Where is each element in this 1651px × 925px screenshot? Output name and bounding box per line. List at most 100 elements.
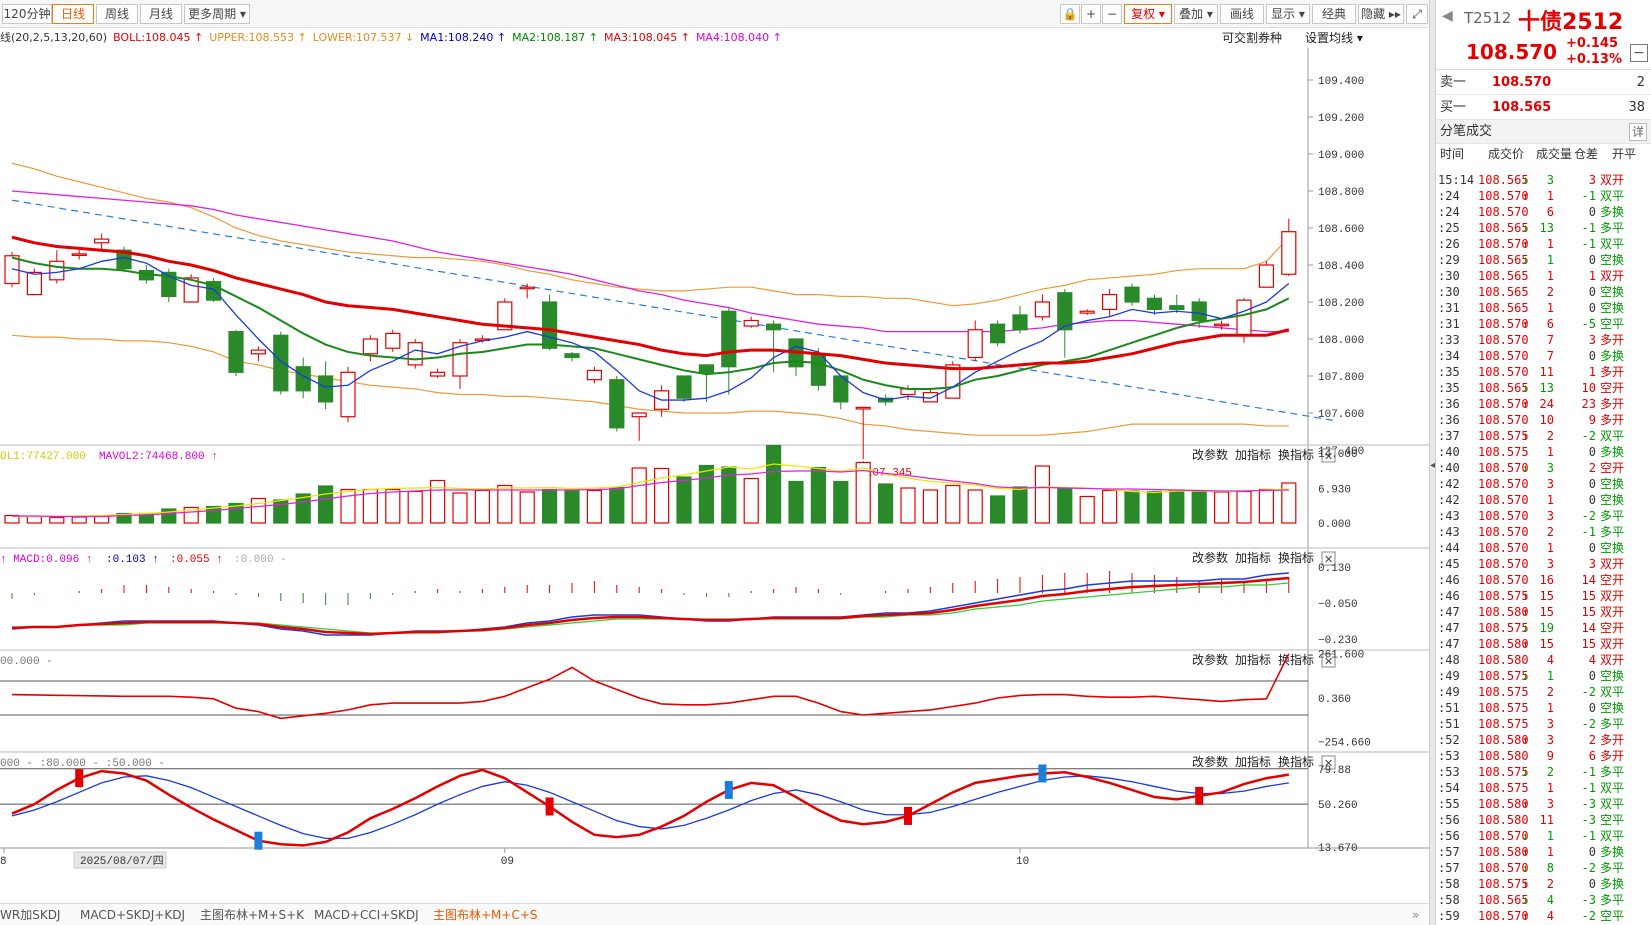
macd-panel-close-icon[interactable] bbox=[1321, 551, 1336, 566]
cci-panel-add-indicator-button[interactable]: 加指标 bbox=[1235, 652, 1271, 667]
lock-icon[interactable]: 🔒 bbox=[1060, 4, 1080, 24]
macd-panel-close-glyph[interactable]: ✕ bbox=[1324, 553, 1333, 566]
tab-boll-m-c-s[interactable]: 主图布林+M+C+S bbox=[433, 908, 538, 922]
trade-open-close: 双平 bbox=[1600, 189, 1625, 203]
trade-arrow: ↓ bbox=[1522, 893, 1530, 907]
trade-row: :42 108.570 3 0 空换 bbox=[1436, 476, 1651, 492]
period-daily-button[interactable]: 日线 bbox=[52, 4, 94, 24]
ma-settings-dropdown[interactable]: 设置均线 ▾ bbox=[1305, 31, 1363, 45]
kdj-panel-edit-params-button[interactable]: 改参数 bbox=[1192, 754, 1228, 769]
volume-bar bbox=[340, 488, 356, 524]
chart-area[interactable]: 109.400 109.200 109.000 108.800 108.600 108.4… bbox=[0, 48, 1429, 903]
kdj-panel-add-indicator-button[interactable]: 加指标 bbox=[1235, 754, 1271, 769]
kdj-panel-label-0: 000 - :80.000 - :50.000 - bbox=[0, 758, 165, 770]
cci-panel-edit-params-button[interactable]: 改参数 bbox=[1192, 652, 1228, 667]
trade-price: 108.570 bbox=[1478, 349, 1529, 363]
tab-boll-m-s-k[interactable]: 主图布林+M+S+K bbox=[200, 908, 305, 922]
draw-line-button[interactable]: 画线 bbox=[1220, 4, 1264, 24]
macd-panel-switch-indicator-button[interactable]: 换指标 bbox=[1278, 550, 1314, 565]
trade-volume: 4 bbox=[1546, 653, 1554, 667]
prev-instrument-icon[interactable]: ◀ bbox=[1442, 8, 1453, 24]
classic-button[interactable]: 经典 bbox=[1312, 4, 1356, 24]
trade-arrow: ↑ bbox=[1522, 317, 1530, 331]
trade-row: :49 108.575 ↓ 1 0 空换 bbox=[1436, 668, 1651, 684]
overlay-dropdown[interactable]: 叠加 ▾ bbox=[1174, 4, 1218, 24]
trade-price: 108.580 bbox=[1478, 653, 1529, 667]
trade-open-close: 双开 bbox=[1600, 269, 1625, 283]
trade-price: 108.570 bbox=[1478, 477, 1529, 491]
trade-oi-change: -1 bbox=[1581, 189, 1596, 203]
price-axis-label: 108.400 bbox=[1318, 261, 1364, 273]
trade-open-close: 多开 bbox=[1600, 397, 1625, 411]
date-cursor-box bbox=[73, 851, 167, 869]
vol-panel-add-indicator-button[interactable]: 加指标 bbox=[1235, 447, 1271, 462]
trade-row: :36 108.570 10 9 多开 bbox=[1436, 412, 1651, 428]
vol-panel-close-glyph[interactable]: ✕ bbox=[1324, 450, 1333, 463]
volume-bar bbox=[497, 484, 513, 524]
detail-button[interactable]: 详 bbox=[1628, 123, 1647, 141]
trade-time: :34 bbox=[1438, 349, 1460, 363]
minimize-icon[interactable]: − bbox=[1630, 44, 1648, 62]
kdj-signal-marker bbox=[1038, 764, 1047, 783]
vol-panel-switch-indicator-button[interactable]: 换指标 bbox=[1278, 447, 1314, 462]
trade-open-close: 空换 bbox=[1600, 701, 1625, 715]
candle-body bbox=[228, 331, 244, 373]
tab-macd-cci-skdj[interactable]: MACD+CCI+SKDJ bbox=[314, 908, 419, 922]
macd-panel-edit-params-button[interactable]: 改参数 bbox=[1192, 550, 1228, 565]
trade-time: :57 bbox=[1438, 861, 1460, 875]
kdj-panel-close-glyph[interactable]: ✕ bbox=[1324, 757, 1333, 770]
tab-macd-skdj-kdj[interactable]: MACD+SKDJ+KDJ bbox=[80, 908, 185, 922]
volume-bar bbox=[474, 489, 490, 524]
display-dropdown[interactable]: 显示 ▾ bbox=[1266, 4, 1310, 24]
zoom-out-icon[interactable]: − bbox=[1102, 4, 1122, 24]
trade-open-close: 空换 bbox=[1600, 285, 1625, 299]
trade-row: :36 108.570 ↑ 24 23 多开 bbox=[1436, 396, 1651, 412]
zoom-in-icon[interactable]: + bbox=[1081, 4, 1101, 24]
vol-panel-close-icon[interactable] bbox=[1321, 448, 1336, 463]
trade-price: 108.575 bbox=[1478, 445, 1529, 459]
macd-panel-label-2: :0.055 ↑ bbox=[170, 554, 223, 566]
collapse-arrow-icon[interactable]: ◂ bbox=[1430, 460, 1436, 471]
period-weekly-button[interactable]: 周线 bbox=[96, 4, 138, 24]
main-indicator-0: 线(20,2,5,13,20,60) bbox=[0, 31, 108, 44]
period-monthly-button[interactable]: 月线 bbox=[140, 4, 182, 24]
trade-volume: 4 bbox=[1546, 909, 1554, 923]
price-change: +0.145 bbox=[1566, 36, 1619, 51]
tab-wr-skdj[interactable]: WR加SKDJ bbox=[0, 908, 61, 922]
more-periods-dropdown[interactable]: 更多周期 ▾ bbox=[184, 4, 250, 24]
trades-list[interactable]: 15:14 108.565 ↓ 3 3 双开:24 108.570 ↑ 1 -1 双平:24 108.… bbox=[1436, 172, 1651, 924]
cci-panel-close-icon[interactable] bbox=[1321, 653, 1336, 668]
deliverable-bonds-button[interactable]: 可交割券种 bbox=[1222, 31, 1283, 45]
trade-open-close: 双开 bbox=[1600, 637, 1625, 651]
cci-axis-label: 0.360 bbox=[1318, 694, 1351, 706]
period-120min-button[interactable]: 120分钟 bbox=[2, 4, 52, 24]
trade-price: 108.580 bbox=[1478, 605, 1529, 619]
trades-title: 分笔成交 bbox=[1440, 124, 1493, 139]
trade-row: :59 108.570 ↑ 4 -2 空平 bbox=[1436, 908, 1651, 924]
kdj-panel-close-icon[interactable] bbox=[1321, 755, 1336, 770]
kdj-panel-switch-indicator-button[interactable]: 换指标 bbox=[1278, 754, 1314, 769]
trade-open-close: 双平 bbox=[1600, 797, 1625, 811]
candle-body bbox=[49, 260, 65, 281]
vol-panel-edit-params-button[interactable]: 改参数 bbox=[1192, 447, 1228, 462]
macd-panel-add-indicator-button[interactable]: 加指标 bbox=[1235, 550, 1271, 565]
trade-row: :30 108.565 1 1 双开 bbox=[1436, 268, 1651, 284]
adjust-dropdown[interactable]: 复权 ▾ bbox=[1124, 4, 1172, 24]
trade-oi-change: 0 bbox=[1588, 205, 1596, 219]
scroll-right-icon[interactable]: » bbox=[1412, 908, 1420, 922]
trade-time: :45 bbox=[1438, 557, 1460, 571]
trade-volume: 1 bbox=[1546, 541, 1554, 555]
kdj-axis-label: 79.88 bbox=[1318, 765, 1351, 777]
trade-row: :31 108.565 1 0 空换 bbox=[1436, 300, 1651, 316]
vol-axis-label: 0.000 bbox=[1318, 519, 1351, 531]
trade-time: :43 bbox=[1438, 509, 1460, 523]
cci-panel-close-glyph[interactable]: ✕ bbox=[1324, 655, 1333, 668]
hide-button[interactable]: 隐藏 ▸▸ bbox=[1358, 4, 1404, 24]
kdj-signal-marker bbox=[724, 780, 733, 799]
fullscreen-icon[interactable]: ⤢ bbox=[1406, 4, 1428, 24]
trade-open-close: 双开 bbox=[1600, 173, 1625, 187]
trade-oi-change: 0 bbox=[1588, 541, 1596, 555]
trade-price: 108.580 bbox=[1478, 749, 1529, 763]
panel-splitter[interactable]: ◂ bbox=[1429, 0, 1435, 925]
vol-panel-label-0: OL1:77427.000 bbox=[0, 451, 86, 463]
